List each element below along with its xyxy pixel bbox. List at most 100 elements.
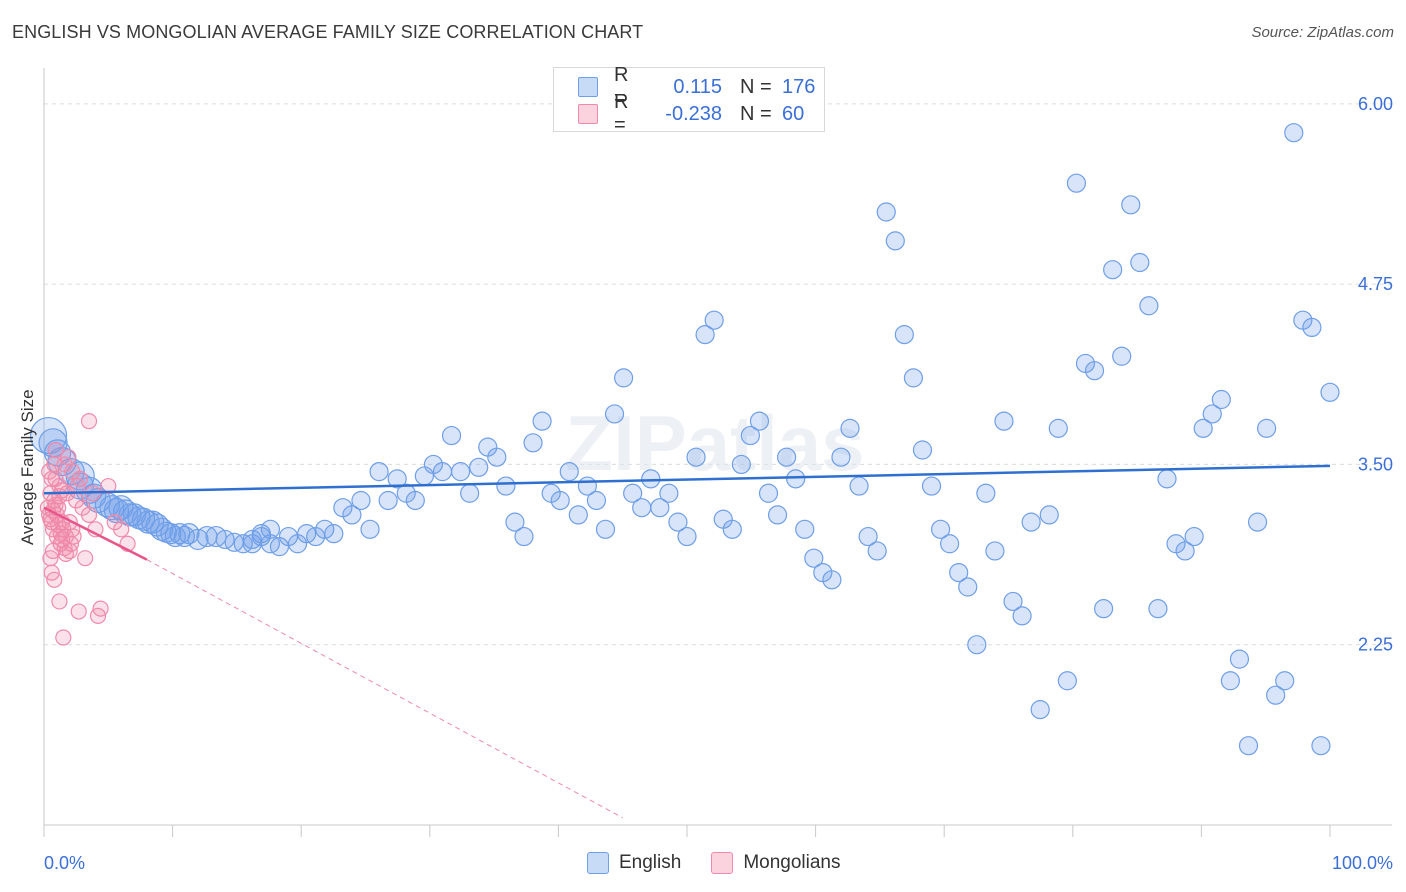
english-point: [387, 469, 407, 489]
y-tick-label: 2.25: [1358, 635, 1393, 655]
english-point: [758, 483, 779, 503]
english-point: [641, 469, 661, 489]
mongolians-point: [77, 550, 94, 567]
english-point: [822, 570, 842, 590]
english-point: [550, 490, 570, 511]
english-point: [1093, 599, 1114, 619]
english-point: [242, 534, 262, 554]
english-point: [659, 483, 679, 503]
legend-n-value: 176: [782, 75, 816, 98]
english-point: [695, 325, 715, 345]
mongolians-point: [56, 539, 73, 557]
english-point: [496, 476, 516, 496]
mongolians-points: [39, 413, 136, 646]
english-point: [786, 469, 806, 489]
source-label: Source: ZipAtlas.com: [1251, 24, 1394, 41]
legend-r-value: -0.238: [665, 102, 722, 125]
english-point: [1320, 382, 1340, 402]
english-point: [731, 454, 751, 475]
english-point: [441, 425, 462, 446]
english-point: [1229, 649, 1250, 669]
english-point: [342, 505, 362, 525]
english-point: [1211, 389, 1231, 410]
english-point: [604, 404, 625, 424]
english-point: [949, 562, 969, 583]
english-point: [1220, 671, 1240, 691]
english-point: [704, 310, 724, 330]
english-point: [722, 519, 742, 539]
english-label: English: [619, 852, 682, 873]
english-point: [876, 202, 896, 222]
trend-lines: [43, 464, 1331, 819]
legend-item-english[interactable]: English: [587, 852, 681, 874]
legend-row-english: R = 0.115 N = 176: [578, 64, 832, 109]
english-point: [940, 534, 960, 554]
english-point: [849, 476, 869, 496]
legend-r-label: R =: [614, 64, 629, 109]
english-point: [1057, 671, 1077, 691]
legend-n-label: N =: [740, 102, 772, 125]
english-point: [1003, 591, 1023, 612]
english-point: [632, 498, 652, 518]
english-point: [967, 635, 987, 655]
english-point: [958, 577, 978, 597]
english-point: [650, 498, 670, 518]
mongolians-point: [46, 571, 63, 588]
x-tick-labels: 0.0% 100.0%: [44, 853, 1393, 873]
legend-row-mongolians: R = -0.238 N = 60: [578, 91, 832, 136]
english-point: [351, 490, 371, 511]
english-point: [460, 483, 480, 503]
english-point: [1302, 317, 1322, 338]
y-tick-label: 4.75: [1358, 274, 1393, 294]
axes: [43, 68, 1392, 837]
english-point: [523, 433, 543, 453]
english-point: [1066, 173, 1087, 193]
y-tick-labels: 6.00 4.75 3.50 2.25: [1358, 94, 1393, 655]
english-point: [903, 368, 924, 388]
english-point: [1112, 346, 1132, 366]
english-point: [749, 411, 770, 431]
english-point: [505, 512, 525, 532]
english-point: [1084, 361, 1105, 381]
english-point: [469, 457, 489, 477]
english-point: [559, 462, 579, 482]
english-point: [132, 507, 156, 531]
english-point: [1257, 418, 1277, 438]
y-tick-label: 6.00: [1358, 94, 1393, 114]
mongolians-point: [113, 521, 130, 538]
english-point: [885, 231, 905, 251]
legend-n-value: 60: [782, 102, 805, 125]
english-point: [614, 368, 634, 388]
english-point: [595, 519, 616, 539]
legend-swatch-english: [578, 77, 598, 97]
english-point: [976, 483, 996, 503]
mongolians-point: [70, 603, 87, 620]
english-trend-line: [43, 464, 1331, 495]
legend-r-value: 0.115: [673, 75, 722, 98]
english-point: [1247, 512, 1268, 532]
english-point: [514, 526, 534, 547]
english-point: [1266, 685, 1286, 705]
english-point: [568, 505, 588, 525]
mongolians-point: [100, 477, 117, 495]
english-point: [1311, 736, 1331, 756]
legend-item-mongolians[interactable]: Mongolians: [711, 852, 841, 874]
english-point: [260, 519, 281, 539]
english-point: [586, 490, 607, 511]
english-point: [1048, 418, 1068, 438]
english-point: [1275, 671, 1295, 691]
mongolians-point: [80, 506, 98, 524]
english-point: [99, 495, 125, 521]
mongolians-swatch: [711, 852, 734, 874]
y-axis-title: Average Family Size: [18, 389, 37, 545]
gridlines: [44, 103, 1392, 646]
english-point: [1012, 606, 1032, 626]
english-point: [668, 512, 688, 532]
english-point: [867, 541, 887, 561]
legend-n-label: N =: [740, 75, 772, 98]
mongolians-point: [57, 545, 74, 562]
english-point: [450, 462, 471, 482]
english-point: [1157, 469, 1177, 489]
english-point: [369, 462, 389, 482]
english-point: [921, 476, 942, 496]
